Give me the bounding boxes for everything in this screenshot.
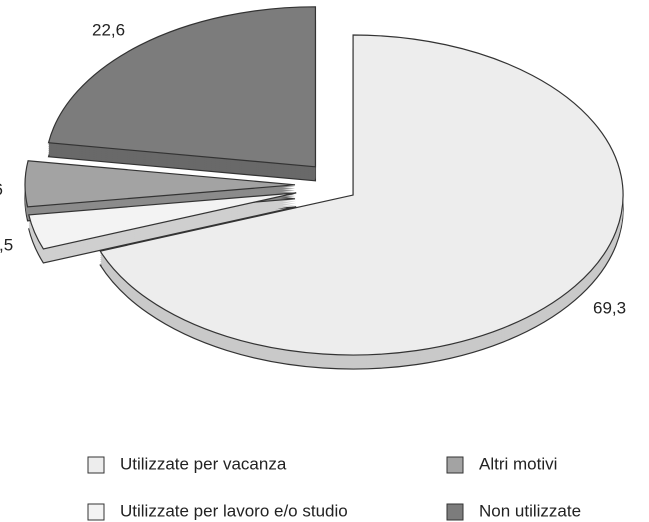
legend-swatch bbox=[87, 503, 105, 521]
slice bbox=[24, 160, 296, 208]
legend-label: Non utilizzate bbox=[479, 501, 581, 520]
data-label: 22,6 bbox=[92, 21, 125, 40]
legend-swatch bbox=[87, 456, 105, 474]
slice bbox=[47, 6, 317, 168]
legend-swatch bbox=[446, 456, 464, 474]
legend-label: Utilizzate per vacanza bbox=[120, 454, 287, 473]
legend-label: Utilizzate per lavoro e/o studio bbox=[120, 501, 348, 520]
data-label: 3,5 bbox=[0, 236, 13, 255]
legend-swatch bbox=[446, 503, 464, 521]
data-label: 4,6 bbox=[0, 180, 3, 199]
slice bbox=[28, 192, 297, 250]
legend-label: Altri motivi bbox=[479, 454, 557, 473]
slice bbox=[99, 34, 624, 356]
data-label: 69,3 bbox=[593, 299, 626, 318]
